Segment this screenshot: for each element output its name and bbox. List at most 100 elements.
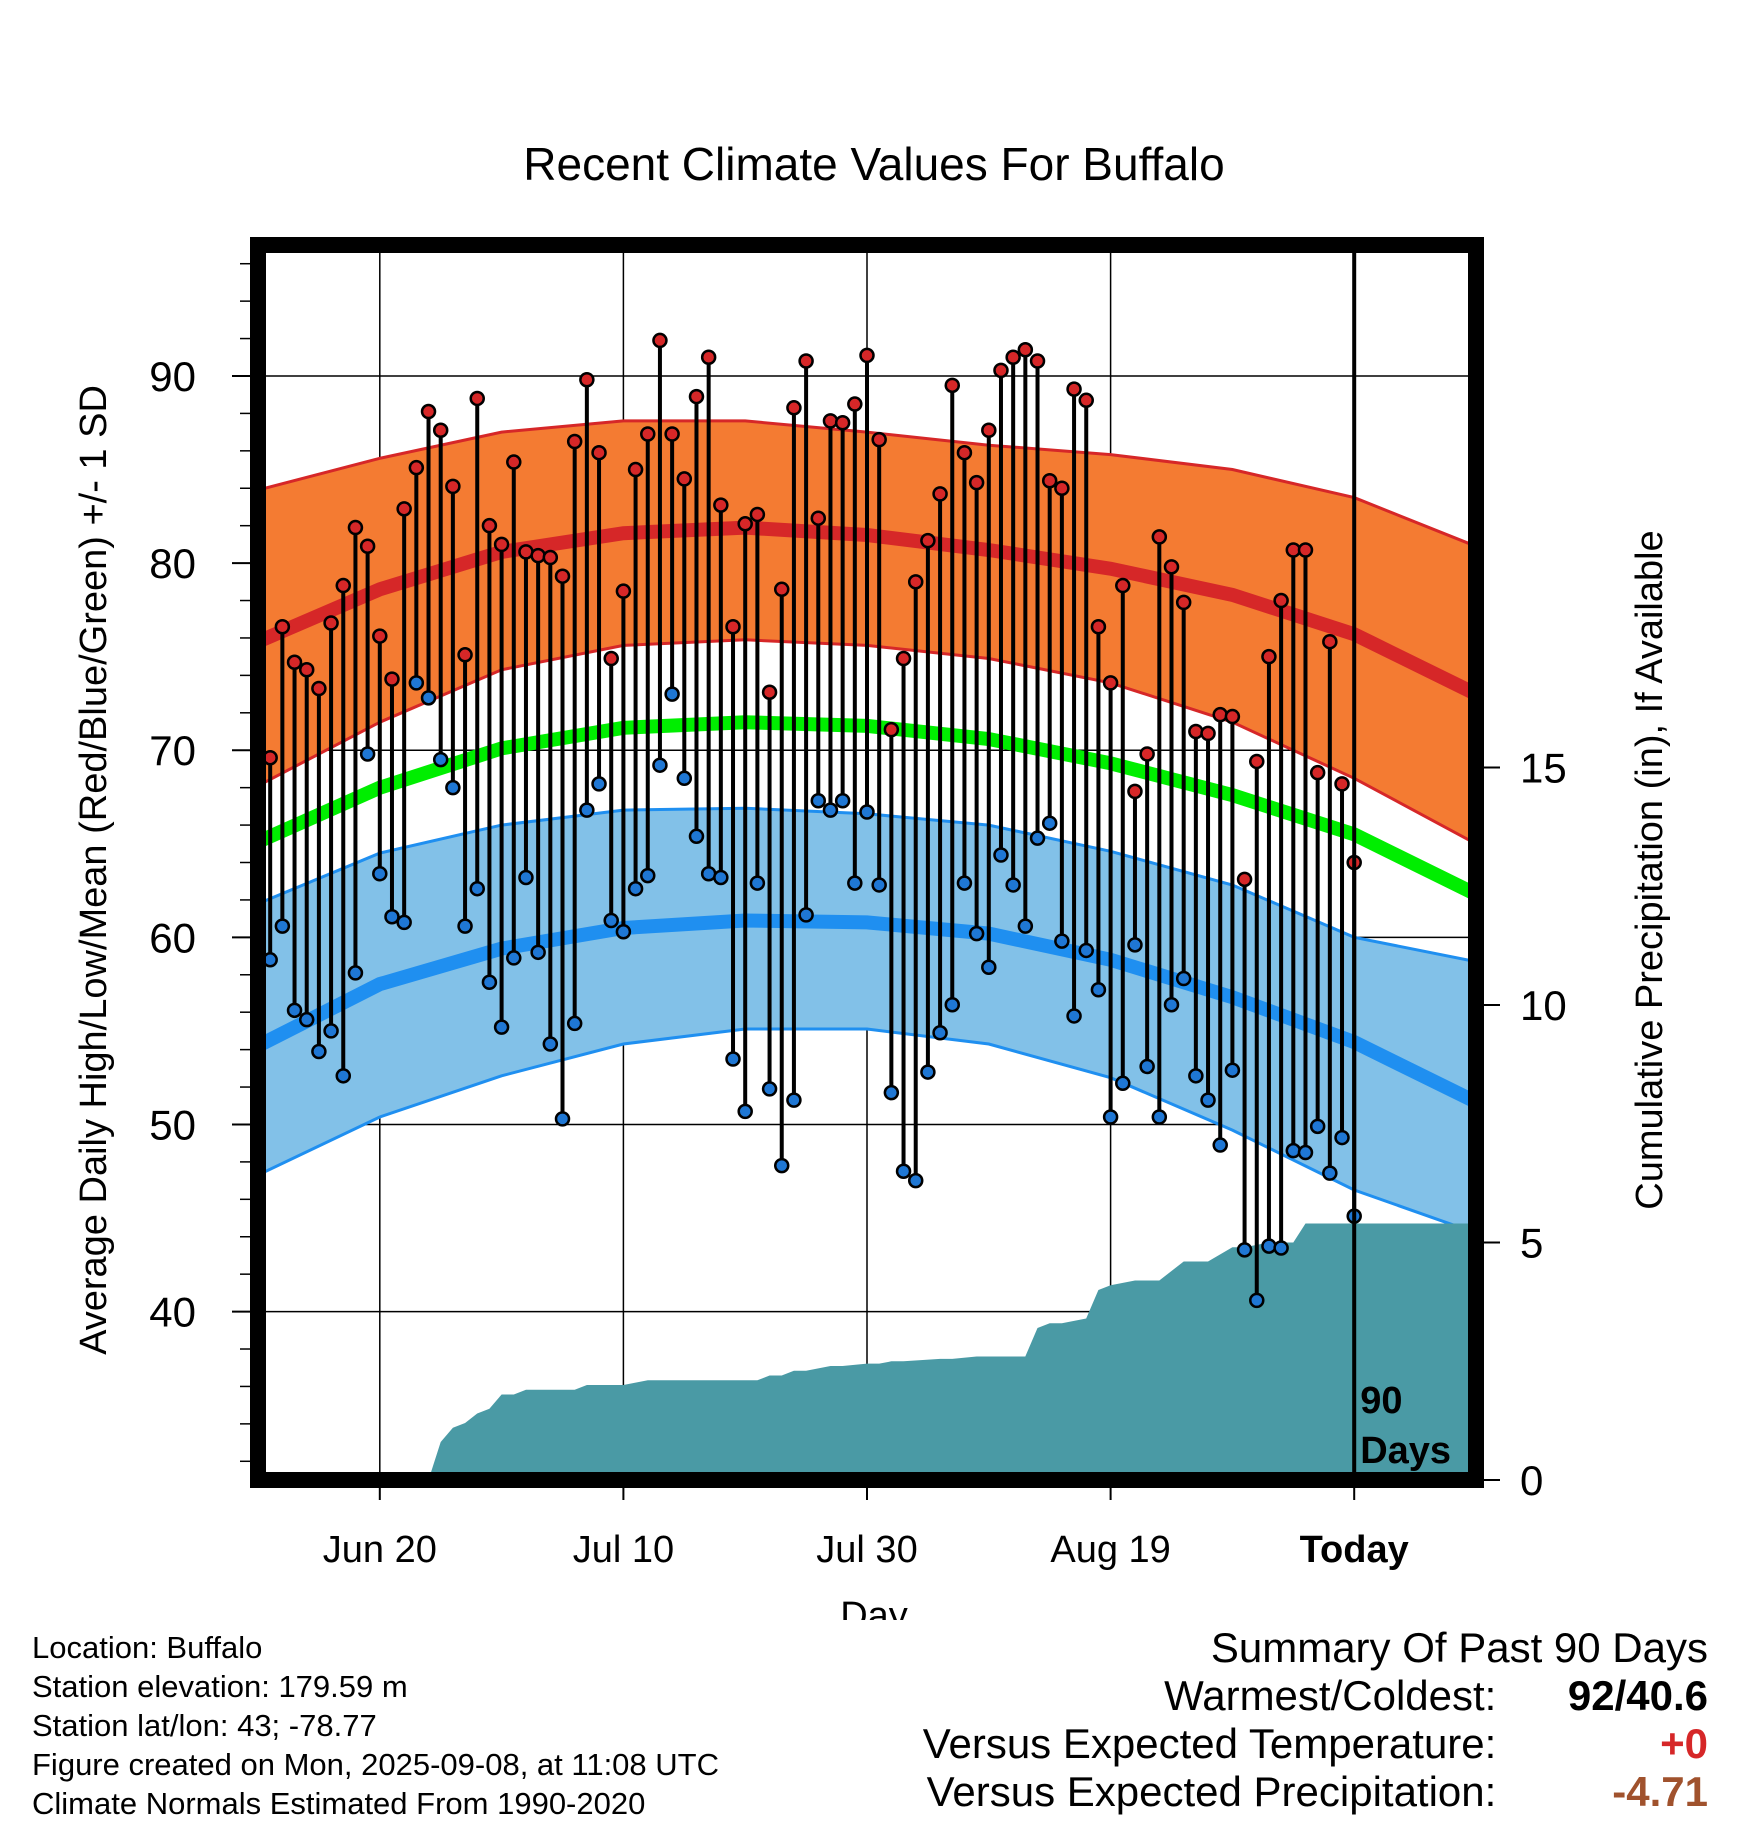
daily-high-point [664,426,680,442]
daily-high-point [420,403,437,420]
warmest-sep: / [1614,1672,1627,1719]
daily-low-point [615,923,632,940]
daily-low-point [749,875,766,891]
expected-temp-label: Versus Expected Temperature: [922,1720,1497,1767]
warmest-coldest-value: 92/40.6 [1508,1672,1708,1720]
daily-low-point [761,1081,778,1097]
normal-low-line [258,913,1476,1109]
daily-low-point [859,804,875,820]
y-tick-label-right: 10 [1520,982,1567,1029]
y-tick-label-left: 50 [149,1101,196,1148]
daily-high-point [1151,529,1168,545]
daily-high-point [506,454,522,470]
daily-low-point [1212,1137,1228,1153]
daily-high-point [1273,592,1289,609]
daily-low-point [1200,1092,1216,1108]
daily-high-point [968,474,985,491]
daily-low-point [481,974,498,991]
daily-high-point [883,721,900,738]
daily-high-point [1115,577,1131,594]
chart-title: Recent Climate Values For Buffalo [523,138,1224,190]
daily-low-point [981,959,997,976]
daily-high-point [810,510,827,526]
daily-high-point [1322,633,1338,650]
daily-high-point [944,377,961,394]
daily-high-point [1297,542,1314,558]
x-tick-label: Aug 19 [1050,1529,1170,1571]
daily-low-point [603,912,619,929]
daily-high-point [1139,746,1155,762]
daily-high-point [871,431,887,448]
expected-precip-row: Versus Expected Precipitation: -4.71 [923,1768,1708,1816]
station-info: Location: Buffalo Station elevation: 179… [32,1628,719,1823]
daily-high-point [1188,723,1204,740]
y-tick-label-right: 5 [1520,1220,1543,1267]
daily-high-point [713,497,729,513]
daily-low-point [445,779,461,796]
daily-high-point [1236,871,1253,888]
daily-high-point [627,461,644,478]
daily-low-point [1017,918,1034,934]
daily-high-point [579,371,595,388]
coldest-value: 40.6 [1626,1672,1708,1719]
daily-low-point [895,1163,912,1179]
daily-low-point [457,918,473,934]
expected-precip-label: Versus Expected Precipitation: [926,1768,1497,1815]
daily-low-point [956,875,973,891]
y-tick-label-left: 60 [149,914,196,961]
daily-high-point [1249,753,1265,770]
daily-low-point [1102,1109,1119,1125]
daily-low-point [773,1157,790,1174]
y-tick-label-left: 80 [149,540,196,587]
today-annotation: Days [1360,1430,1451,1472]
daily-high-point [359,538,376,555]
daily-low-point [1249,1292,1265,1309]
daily-high-point [1309,764,1326,781]
daily-low-point [1285,1142,1302,1159]
daily-high-point [1041,473,1058,489]
daily-high-point [1017,342,1034,358]
daily-low-point [871,877,887,893]
daily-low-point [834,793,851,809]
daily-high-point [761,684,778,700]
y-tick-label-left: 90 [149,353,196,400]
daily-high-point [408,459,425,476]
daily-high-point [1078,392,1094,409]
daily-low-point [323,1023,339,1039]
daily-low-point [274,918,291,934]
daily-high-point [1224,708,1241,725]
daily-low-point [359,746,376,762]
daily-low-point [1322,1165,1338,1181]
daily-high-point [773,581,790,598]
daily-low-point [1334,1129,1350,1146]
plot-area: 90 Days 40 50 60 70 80 90 0 5 10 15 Jun 20 Jul 10 Jul … [149,237,1567,1571]
daily-high-point [554,568,571,584]
daily-high-point [603,650,619,667]
daily-high-point [907,574,924,590]
daily-low-point [286,1002,303,1019]
daily-high-point [981,422,997,438]
summary-panel: Summary Of Past 90 Days Warmest/Coldest:… [923,1624,1708,1816]
daily-high-point [591,444,607,461]
warmest-coldest-row: Warmest/Coldest: 92/40.6 [923,1672,1708,1720]
daily-high-point [1029,353,1046,369]
y-tick-label-right: 0 [1520,1457,1543,1504]
daily-low-point [1297,1144,1314,1161]
daily-high-point [384,671,400,687]
daily-high-point [335,577,352,594]
created-text: Figure created on Mon, 2025-09-08, at 11… [32,1747,719,1782]
daily-low-point [737,1103,753,1120]
daily-high-point [481,517,498,534]
warmest-value: 92 [1567,1672,1615,1719]
daily-low-point [1127,937,1143,953]
daily-low-point [1236,1242,1253,1258]
daily-low-point [542,1036,559,1052]
daily-low-point [993,847,1009,863]
daily-high-point [274,618,291,635]
daily-high-point [566,433,583,450]
daily-high-point [676,471,693,487]
daily-low-point [469,880,485,897]
daily-low-point [420,690,437,706]
daily-low-point [1090,981,1107,998]
daily-low-point [1224,1062,1241,1078]
